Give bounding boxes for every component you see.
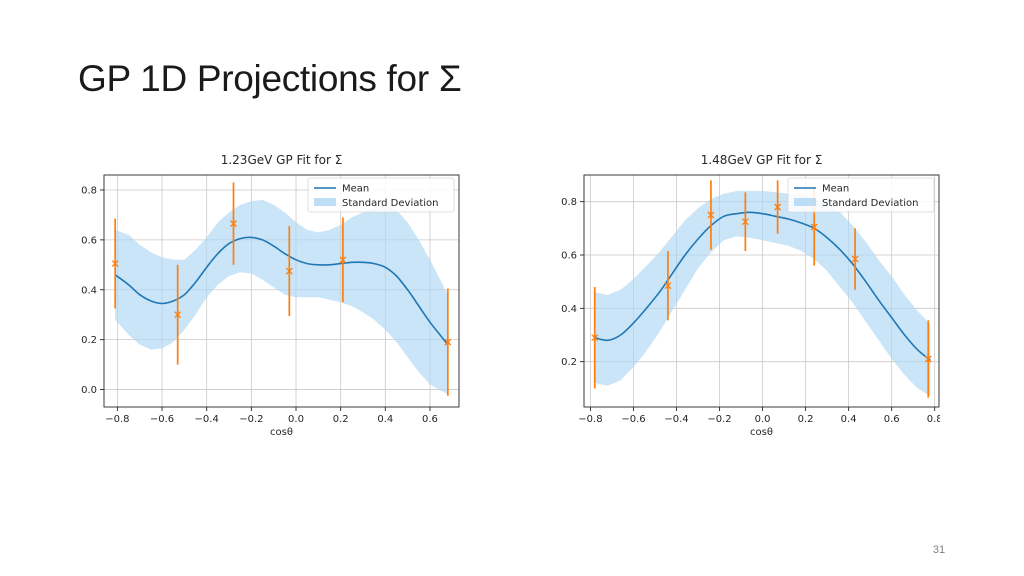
- y-tick-label: 0.4: [561, 304, 577, 315]
- x-axis-label: cosθ: [750, 427, 773, 438]
- x-tick-label: 0.0: [755, 414, 771, 425]
- slide-title: GP 1D Projections for Σ: [78, 58, 462, 99]
- mean-line: [114, 236, 449, 346]
- mean-line: [594, 211, 931, 361]
- x-tick-label: 0.8: [927, 414, 940, 425]
- chart-title: 1.48GeV GP Fit for Σ: [701, 153, 823, 167]
- std-deviation-band: [115, 199, 448, 395]
- data-point-marker: [591, 334, 599, 342]
- data-point-marker: [174, 311, 182, 319]
- x-tick-label: 0.4: [841, 414, 857, 425]
- legend: Mean Standard Deviation: [787, 177, 935, 213]
- chart-1-48gev-svg: 1.48GeV GP Fit for Σ −0.8 −0.6 −0.4 −0.2 0.0 0…: [561, 153, 940, 438]
- data-point-marker: [924, 355, 932, 363]
- x-tick-label: −0.6: [150, 414, 174, 425]
- y-tick-label: 0.2: [81, 335, 97, 346]
- x-tick-label: 0.4: [377, 414, 393, 425]
- legend-swatch-std: [794, 198, 816, 206]
- chart-1-23gev-svg: 1.23GeV GP Fit for Σ −0.8 −0.6 −0.4 −0.2 0.0 0…: [81, 153, 460, 438]
- x-tick-label: −0.8: [578, 414, 602, 425]
- legend-box: [307, 177, 455, 213]
- x-tick-label: 0.6: [884, 414, 900, 425]
- y-tick-label: 0.8: [561, 197, 577, 208]
- chart-1-23gev: 1.23GeV GP Fit for Σ −0.8 −0.6 −0.4 −0.2 0.0 0…: [60, 145, 460, 445]
- y-tick-label: 0.2: [561, 357, 577, 368]
- legend-label-std: Standard Deviation: [342, 198, 439, 209]
- legend-label-std: Standard Deviation: [822, 198, 919, 209]
- x-tick-label: −0.2: [707, 414, 731, 425]
- x-axis-label: cosθ: [270, 427, 293, 438]
- y-tick-label: 0.8: [81, 185, 97, 196]
- data-point-marker: [285, 267, 293, 275]
- y-tick-label: 0.6: [81, 235, 97, 246]
- x-tick-label: 0.6: [422, 414, 438, 425]
- data-point-marker: [774, 203, 782, 211]
- data-point-marker: [230, 220, 237, 228]
- x-tick-label: −0.8: [105, 414, 129, 425]
- legend-label-mean: Mean: [342, 184, 369, 195]
- legend-box: [787, 177, 935, 213]
- data-point-marker: [444, 338, 452, 346]
- data-point-marker: [339, 256, 347, 264]
- x-tick-label: −0.4: [195, 414, 219, 425]
- data-point-marker: [851, 255, 859, 263]
- x-tick-label: 0.0: [288, 414, 304, 425]
- plot-frame: [583, 174, 940, 408]
- std-deviation-band: [594, 191, 931, 397]
- x-tick-label: −0.2: [239, 414, 263, 425]
- data-point-marker: [810, 223, 818, 231]
- page-number: 31: [932, 544, 946, 556]
- data-point-marker: [707, 211, 715, 219]
- chart-title: 1.23GeV GP Fit for Σ: [221, 153, 343, 167]
- legend: Mean Standard Deviation: [307, 177, 455, 213]
- legend-swatch-std: [314, 198, 336, 206]
- y-tick-label: 0.0: [81, 385, 97, 396]
- chart-1-48gev: 1.48GeV GP Fit for Σ −0.8 −0.6 −0.4 −0.2 0.0 0…: [540, 145, 940, 445]
- x-tick-label: −0.6: [621, 414, 645, 425]
- data-point-marker: [111, 260, 119, 268]
- x-tick-label: −0.4: [664, 414, 688, 425]
- y-tick-label: 0.4: [81, 285, 97, 296]
- y-tick-label: 0.6: [561, 251, 577, 262]
- x-tick-label: 0.2: [798, 414, 814, 425]
- plot-frame: [103, 174, 460, 408]
- data-point-marker: [741, 218, 749, 226]
- x-tick-label: 0.2: [333, 414, 349, 425]
- legend-label-mean: Mean: [822, 184, 849, 195]
- data-point-marker: [664, 282, 672, 290]
